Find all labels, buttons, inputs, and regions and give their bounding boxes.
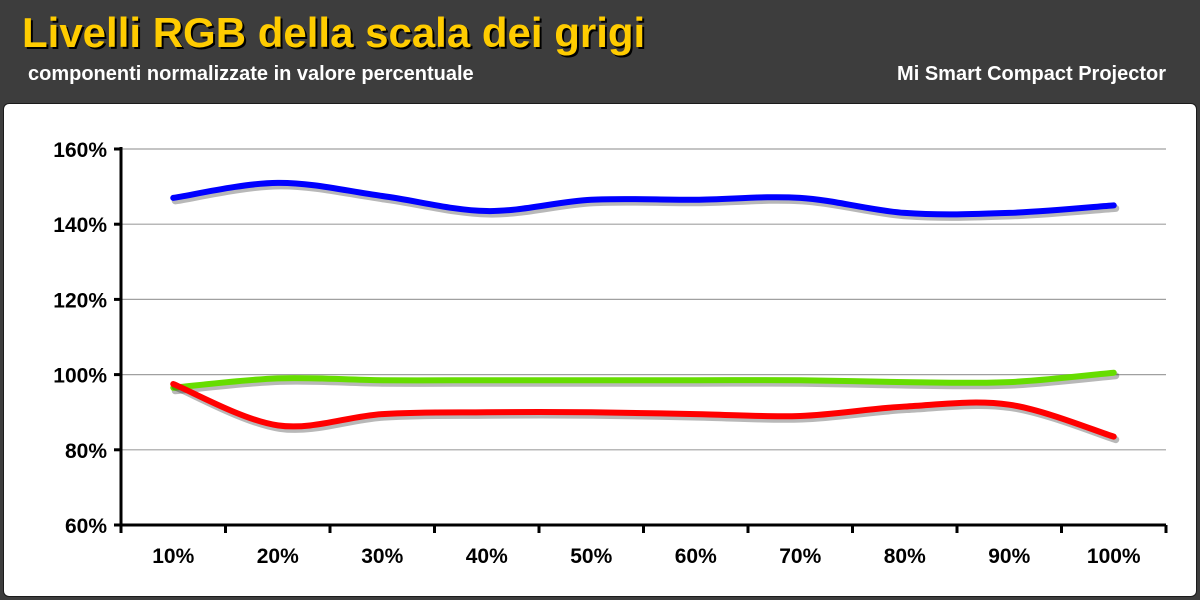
x-tick-label: 60% (675, 545, 717, 568)
chart-panel: 60% 80% 100% 120% 140% 160% 10% 20% 30% 40% 50% 60%… (3, 103, 1197, 597)
product-name: Mi Smart Compact Projector (897, 63, 1166, 85)
series-line-1 (170, 179, 1117, 218)
y-tick-label: 60% (65, 515, 107, 538)
x-tick-label: 90% (988, 545, 1030, 568)
y-tick-label: 120% (53, 289, 107, 312)
x-tick-label: 40% (466, 545, 508, 568)
x-tick-label: 50% (570, 545, 612, 568)
line-chart: 60% 80% 100% 120% 140% 160% 10% 20% 30% 40% 50% 60%… (53, 139, 1168, 568)
header: Livelli RGB della scala dei grigi compon… (0, 0, 1200, 100)
x-tick-label: 10% (152, 545, 194, 568)
x-tick-label: 80% (884, 545, 926, 568)
series-line-2 (170, 369, 1117, 391)
chart-subtitle: componenti normalizzate in valore percen… (28, 63, 474, 85)
y-tick-label: 80% (65, 440, 107, 463)
x-tick-label: 30% (361, 545, 403, 568)
y-tick-label: 100% (53, 365, 107, 388)
y-tick-label: 160% (53, 139, 107, 162)
y-tick-label: 140% (53, 214, 107, 237)
x-tick-label: 20% (257, 545, 299, 568)
chart-title: Livelli RGB della scala dei grigi (22, 9, 646, 56)
x-tick-label: 100% (1087, 545, 1141, 568)
x-tick-label: 70% (779, 545, 821, 568)
series-line-3 (170, 381, 1117, 440)
